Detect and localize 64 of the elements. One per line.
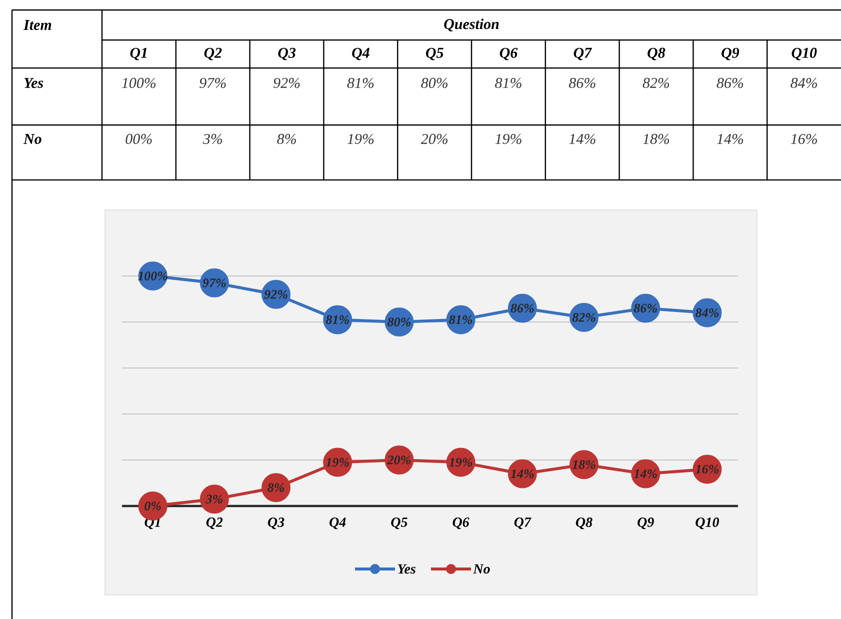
category-label: Q9 (722, 48, 740, 60)
text: 86% (716, 78, 744, 88)
text: 19% (495, 134, 522, 144)
x-tick-label: Q3 (268, 518, 284, 530)
text: 00% (126, 134, 152, 144)
data-label: 92% (264, 290, 288, 299)
x-tick-label: Q6 (452, 518, 470, 530)
category-label: Q7 (574, 48, 592, 60)
text: 18% (642, 134, 670, 144)
x-tick-label: Q2 (206, 518, 223, 530)
category-label: Q3 (278, 48, 296, 60)
legend-label: No (473, 564, 490, 574)
text: 19% (347, 134, 374, 144)
text: No (23, 134, 42, 144)
category-label: Q2 (204, 48, 222, 60)
text: 81% (347, 78, 374, 88)
data-label: 80% (388, 318, 410, 326)
data-label: 82% (572, 312, 596, 322)
text: 14% (569, 134, 596, 144)
category-label: Q6 (500, 48, 518, 60)
data-label: 8% (268, 483, 284, 492)
text: 80% (421, 78, 448, 88)
data-label: 14% (510, 469, 534, 478)
data-label: 84% (696, 308, 718, 318)
text: 97% (200, 78, 226, 88)
text: Item (23, 20, 52, 30)
category-label: Q4 (352, 48, 370, 60)
legend-label: Yes (398, 564, 416, 574)
x-tick-label: Q7 (514, 518, 532, 530)
data-label: 0% (144, 502, 161, 510)
data-label: 86% (510, 304, 534, 313)
category-label: Q10 (792, 48, 817, 60)
x-tick-label: Q10 (696, 518, 720, 530)
data-label: 97% (202, 278, 226, 288)
data-label: 20% (387, 456, 410, 464)
category-label: Q8 (648, 48, 666, 60)
category-label: Q5 (426, 48, 444, 60)
text: 81% (495, 78, 522, 88)
text: 86% (568, 78, 596, 88)
x-tick-label: Q8 (576, 518, 592, 530)
text: 100% (122, 78, 156, 88)
data-label: 16% (696, 464, 718, 474)
text: 84% (790, 78, 817, 88)
text: 16% (790, 134, 817, 144)
text: 14% (716, 134, 744, 144)
text: 92% (273, 78, 300, 88)
data-label: 14% (634, 469, 657, 478)
data-label: 81% (326, 315, 349, 324)
text: Yes (24, 78, 44, 88)
x-tick-label: Q4 (330, 518, 346, 530)
x-tick-label: Q9 (638, 518, 654, 530)
text: 8% (277, 134, 296, 144)
text: 3% (202, 134, 222, 144)
category-label: Q1 (130, 48, 147, 60)
data-label: 86% (634, 304, 657, 313)
x-tick-label: Q5 (391, 518, 408, 530)
data-label: 19% (449, 458, 472, 467)
text: 82% (642, 78, 670, 88)
data-label: 81% (449, 315, 472, 324)
data-label: 3% (206, 494, 222, 504)
data-label: 18% (572, 460, 596, 470)
text: 20% (420, 134, 448, 144)
data-label: 19% (326, 458, 349, 467)
text: Question (444, 18, 499, 32)
